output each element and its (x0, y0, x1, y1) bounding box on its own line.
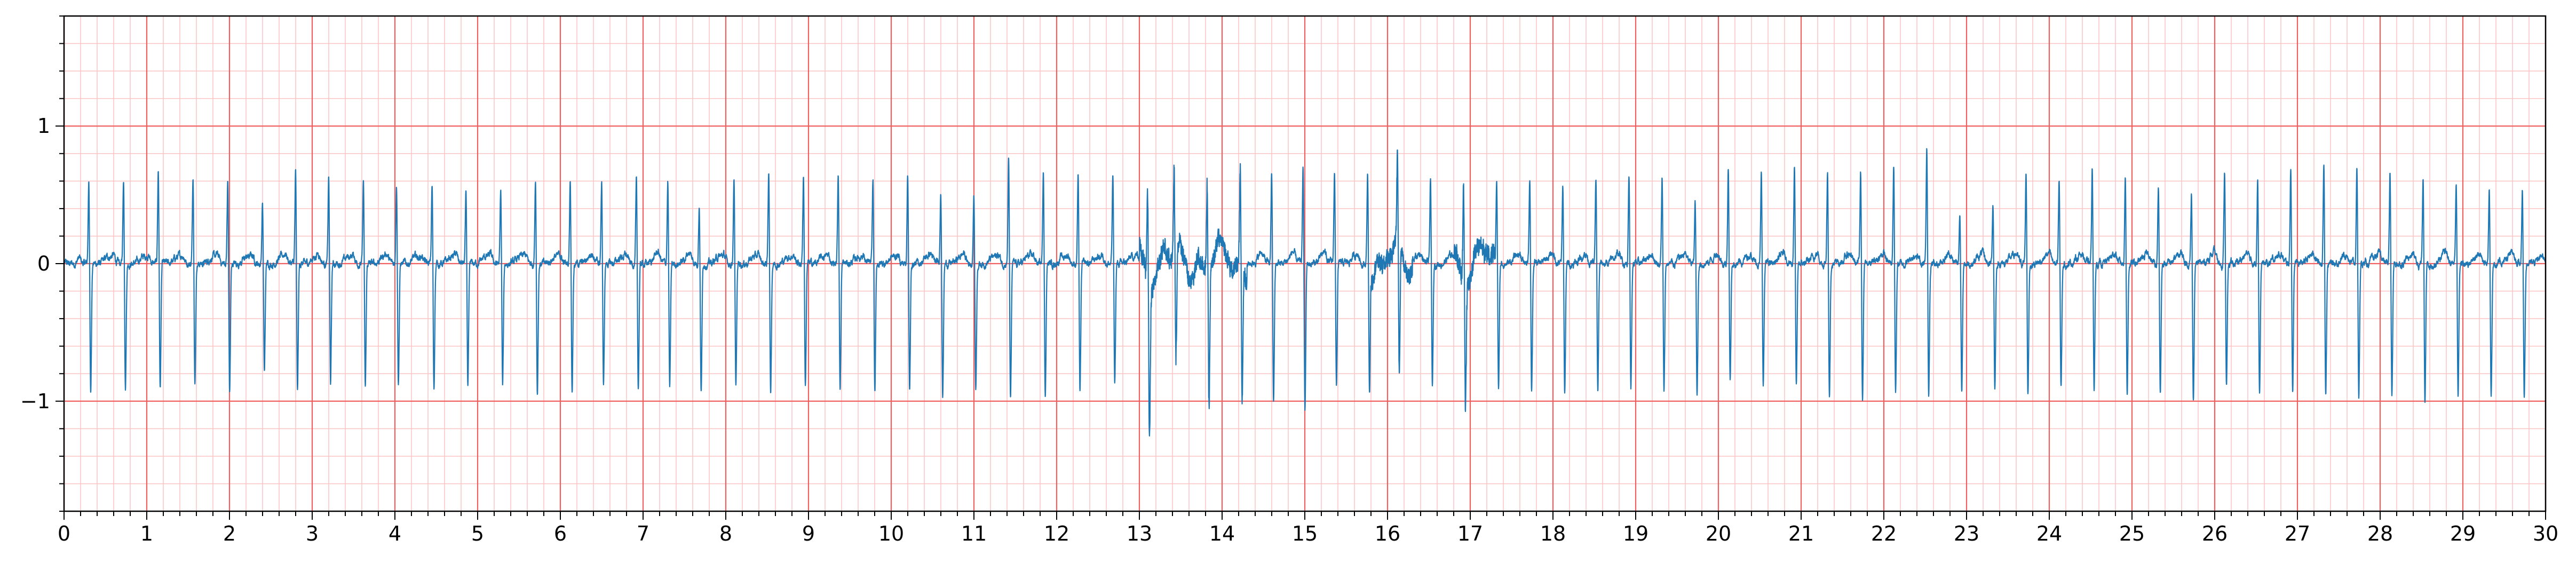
x-tick-label: 27 (2285, 522, 2310, 545)
x-tick-label: 21 (1788, 522, 1814, 545)
y-tick-label: 0 (37, 252, 50, 275)
x-tick-label: 20 (1706, 522, 1731, 545)
trace-layer (63, 148, 2547, 437)
x-tick-label: 2 (223, 522, 236, 545)
y-tick-label: 1 (37, 114, 50, 138)
x-tick-label: 1 (140, 522, 153, 545)
y-axis: −1 0 1 (20, 15, 64, 512)
x-tick-label: 25 (2119, 522, 2145, 545)
x-tick-label: 22 (1871, 522, 1897, 545)
x-tick-label: 18 (1540, 522, 1566, 545)
x-tick-label: 6 (554, 522, 567, 545)
x-tick-label: 0 (58, 522, 70, 545)
x-tick-label: 4 (389, 522, 401, 545)
x-tick-label: 28 (2367, 522, 2393, 545)
series-line (63, 148, 2547, 437)
x-tick-label: 3 (306, 522, 319, 545)
x-tick-label: 9 (802, 522, 815, 545)
x-tick-label: 10 (878, 522, 904, 545)
x-tick-label: 15 (1292, 522, 1318, 545)
x-tick-label: 16 (1375, 522, 1400, 545)
x-tick-label: 26 (2202, 522, 2228, 545)
y-tick-label: −1 (20, 390, 50, 413)
x-tick-label: 8 (719, 522, 732, 545)
x-tick-label: 13 (1127, 522, 1152, 545)
x-axis: 0 1 2 3 4 5 6 7 8 9 10 11 12 13 14 15 16 17 18 19 20 21 22 23 24… (58, 511, 2558, 545)
x-tick-label: 30 (2533, 522, 2558, 545)
x-tick-label: 11 (961, 522, 987, 545)
x-tick-label: 24 (2036, 522, 2062, 545)
x-tick-label: 5 (471, 522, 484, 545)
x-tick-label: 14 (1209, 522, 1235, 545)
x-tick-label: 7 (637, 522, 649, 545)
x-tick-label: 17 (1457, 522, 1483, 545)
x-tick-label: 12 (1044, 522, 1069, 545)
x-tick-label: 29 (2450, 522, 2476, 545)
x-tick-label: 19 (1623, 522, 1648, 545)
x-tick-label: 23 (1954, 522, 1979, 545)
